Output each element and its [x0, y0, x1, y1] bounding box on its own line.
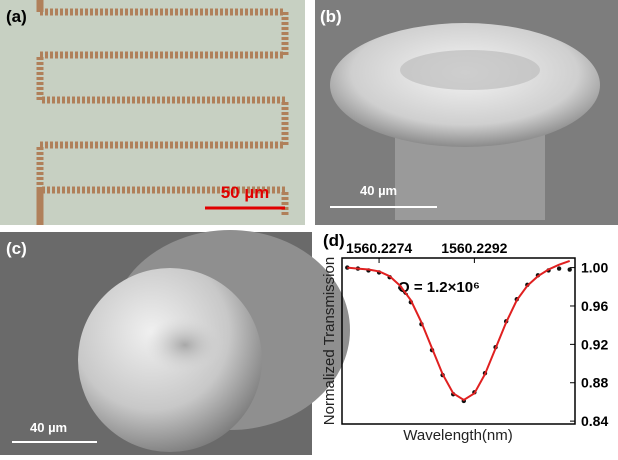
panel-label: (c): [6, 239, 27, 258]
x-axis-label: Wavelength(nm): [403, 427, 512, 444]
y-tick-label: 0.92: [581, 336, 608, 352]
scale-bar-label: 40 µm: [30, 420, 67, 435]
x-tick-label: 1560.2274: [346, 240, 412, 256]
scale-bar-label: 50 µm: [221, 183, 270, 202]
panel-a: 50 µm (a): [0, 0, 305, 225]
panel-label: (b): [320, 7, 342, 26]
data-point: [568, 267, 572, 271]
annotation: Q = 1.2×10⁶: [398, 279, 480, 296]
y-tick-label: 0.96: [581, 298, 608, 314]
y-tick-label: 0.88: [581, 375, 608, 391]
figure: 50 µm (a) 40 µm (b) 40 µm (c) (d) Wavele…: [0, 0, 618, 460]
scale-bar-label: 40 µm: [360, 183, 397, 198]
panel-d: (d) Wavelength(nm) Normalized Transmissi…: [321, 231, 608, 444]
panel-c: 40 µm (c): [0, 230, 350, 455]
panel-label: (d): [323, 231, 345, 250]
data-point: [557, 266, 561, 270]
y-tick-label: 1.00: [581, 260, 608, 276]
y-axis-label: Normalized Transmission: [321, 257, 338, 425]
panel-label: (a): [6, 7, 27, 26]
panel-b: 40 µm (b): [315, 0, 618, 225]
y-tick-label: 0.84: [581, 413, 608, 429]
x-tick-label: 1560.2292: [441, 240, 507, 256]
